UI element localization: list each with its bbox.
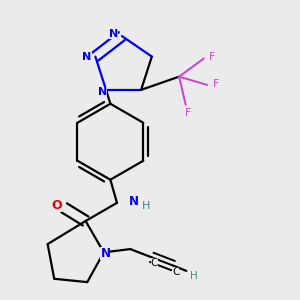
Text: N: N <box>82 52 92 61</box>
Text: F: F <box>209 52 215 62</box>
Text: N: N <box>100 247 110 260</box>
Text: C: C <box>151 258 158 268</box>
Text: H: H <box>190 271 197 281</box>
Text: F: F <box>185 108 191 118</box>
Text: C: C <box>172 266 179 277</box>
Text: N: N <box>98 86 107 97</box>
Text: F: F <box>213 79 220 89</box>
Text: H: H <box>142 201 150 211</box>
Text: N: N <box>109 29 118 39</box>
Text: O: O <box>52 199 62 212</box>
Text: N: N <box>128 195 139 208</box>
